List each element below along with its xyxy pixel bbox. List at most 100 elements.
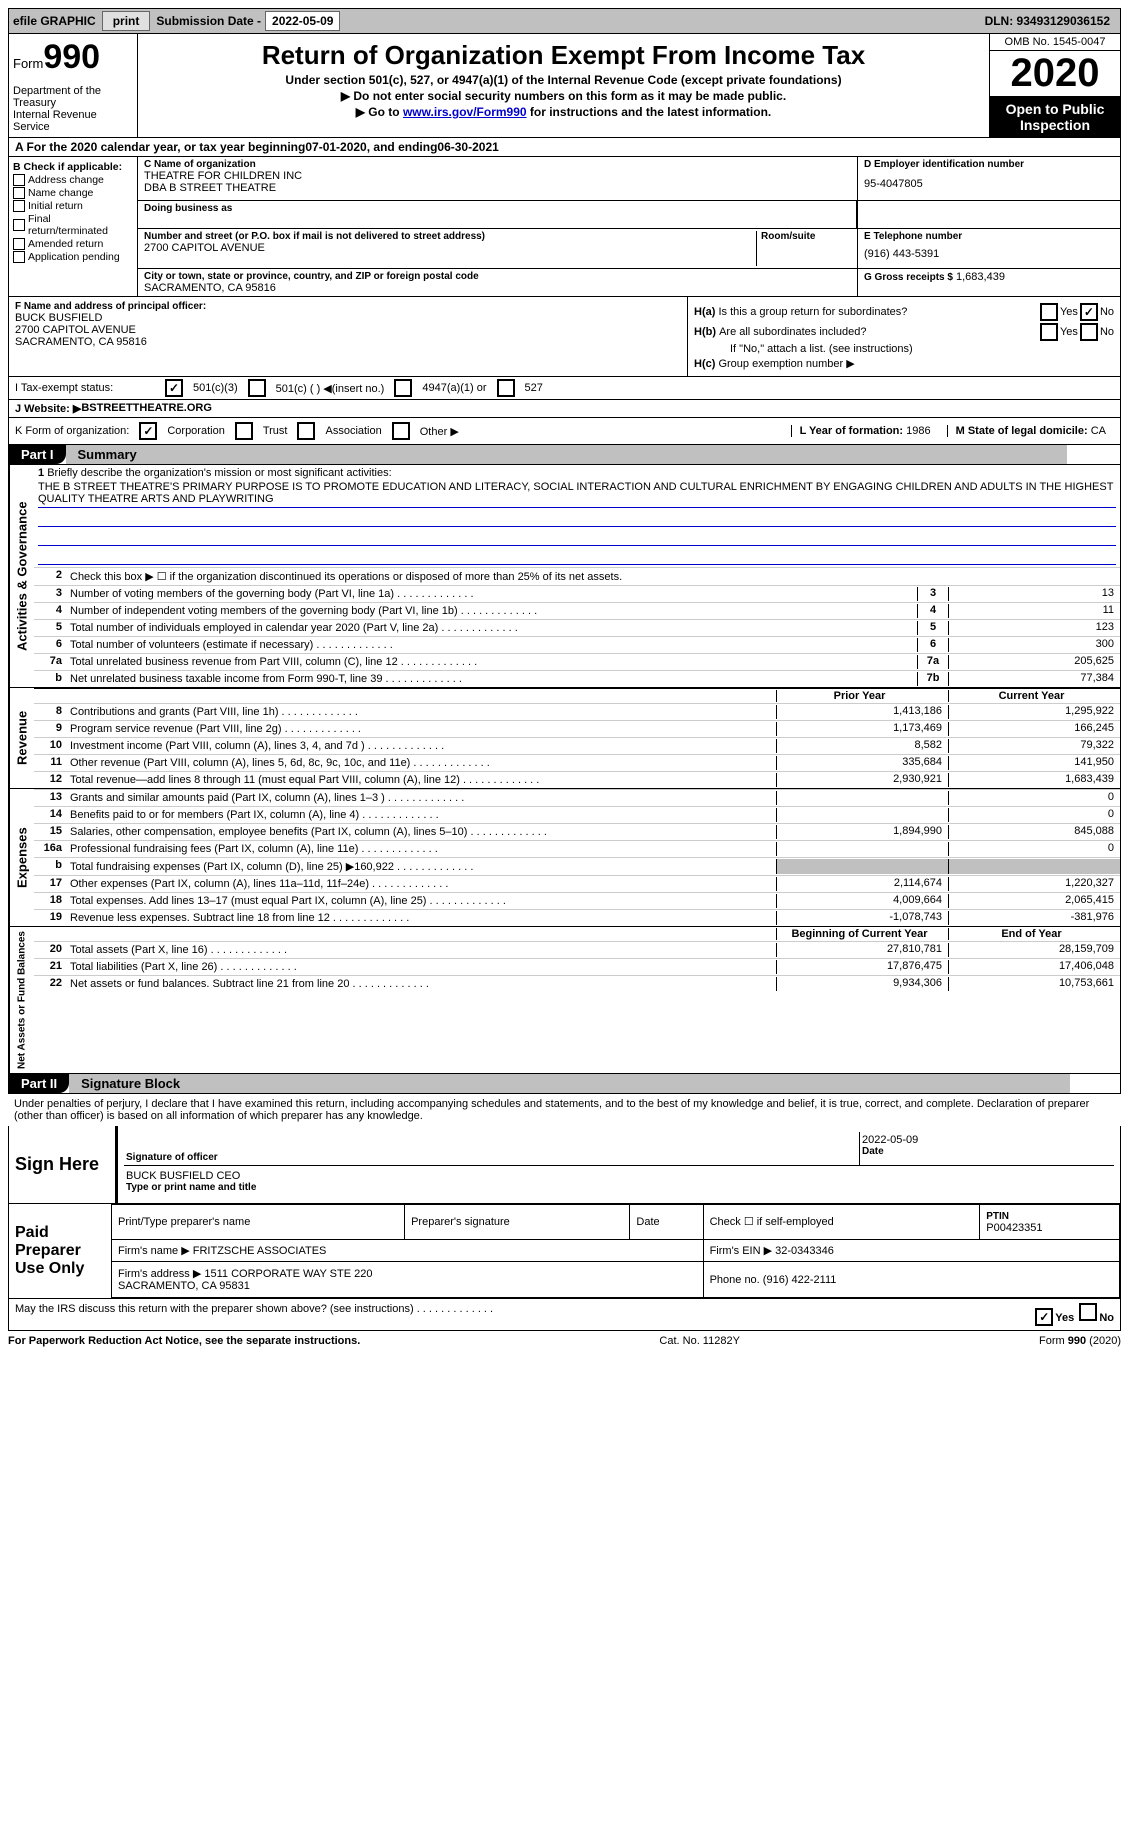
table-row: 4Number of independent voting members of…: [34, 602, 1120, 619]
irs-link[interactable]: www.irs.gov/Form990: [403, 105, 527, 119]
city-cell: City or town, state or province, country…: [138, 269, 858, 296]
gross-cell: G Gross receipts $ 1,683,439: [858, 269, 1120, 296]
gross-value: 1,683,439: [956, 271, 1005, 283]
part2-label: Part II: [9, 1074, 69, 1093]
check-4947[interactable]: [394, 379, 412, 397]
phone-value: (916) 443-5391: [864, 242, 1114, 266]
officer-addr1: 2700 CAPITOL AVENUE: [15, 324, 681, 336]
checkbox-final-return[interactable]: Final return/terminated: [13, 213, 133, 237]
check-other[interactable]: [392, 422, 410, 440]
table-row: 17Other expenses (Part IX, column (A), l…: [34, 875, 1120, 892]
table-row: 21Total liabilities (Part X, line 26)17,…: [34, 958, 1120, 975]
year-formation-value: 1986: [906, 425, 930, 437]
table-row: 6Total number of volunteers (estimate if…: [34, 636, 1120, 653]
table-row: 13Grants and similar amounts paid (Part …: [34, 789, 1120, 806]
check-527[interactable]: [497, 379, 515, 397]
mission-label: Briefly describe the organization's miss…: [47, 467, 391, 479]
officer-name: BUCK BUSFIELD: [15, 312, 681, 324]
period-pre: A For the 2020 calendar year, or tax yea…: [15, 140, 305, 154]
form-org-label: K Form of organization:: [15, 425, 129, 437]
header-right: OMB No. 1545-0047 2020 Open to Public In…: [989, 34, 1120, 137]
part1-title: Summary: [66, 445, 1067, 464]
header-left: Form990 Department of the Treasury Inter…: [9, 34, 138, 137]
footer-right: Form 990 (2020): [1039, 1335, 1121, 1347]
org-name-label: C Name of organization: [144, 159, 851, 170]
checkbox-application-pending[interactable]: Application pending: [13, 251, 133, 263]
tab-expenses: Expenses: [9, 789, 34, 926]
open-public-inspection: Open to Public Inspection: [990, 97, 1120, 137]
period-mid: , and ending: [367, 140, 438, 154]
box-c-wrap: C Name of organization THEATRE FOR CHILD…: [138, 157, 1120, 296]
omb-number: OMB No. 1545-0047: [990, 34, 1120, 51]
city-value: SACRAMENTO, CA 95816: [144, 282, 851, 294]
table-row: 14Benefits paid to or for members (Part …: [34, 806, 1120, 823]
ha-yes-checkbox[interactable]: [1040, 303, 1058, 321]
note-link: ▶ Go to www.irs.gov/Form990 for instruct…: [148, 105, 979, 119]
print-button[interactable]: print: [102, 11, 151, 31]
table-row: 18Total expenses. Add lines 13–17 (must …: [34, 892, 1120, 909]
officer-label: F Name and address of principal officer:: [15, 301, 681, 312]
box-b: B Check if applicable: Address change Na…: [9, 157, 138, 296]
col-current-year: Current Year: [948, 690, 1120, 702]
penalty-statement: Under penalties of perjury, I declare th…: [8, 1094, 1121, 1126]
signature-date-field: 2022-05-09 Date: [859, 1132, 1114, 1165]
footer-mid: Cat. No. 11282Y: [659, 1335, 740, 1347]
part1-bar: Part ISummary: [8, 445, 1121, 465]
table-row: 20Total assets (Part X, line 16)27,810,7…: [34, 941, 1120, 958]
officer-block: F Name and address of principal officer:…: [8, 297, 1121, 377]
officer-addr2: SACRAMENTO, CA 95816: [15, 336, 681, 348]
signature-officer-field[interactable]: Signature of officer: [124, 1132, 859, 1165]
part2-title: Signature Block: [69, 1074, 1070, 1093]
table-row: 16aProfessional fundraising fees (Part I…: [34, 840, 1120, 857]
check-501c3[interactable]: [165, 379, 183, 397]
ein-cell: D Employer identification number 95-4047…: [858, 157, 1120, 200]
self-employed-check[interactable]: Check ☐ if self-employed: [703, 1205, 980, 1240]
check-trust[interactable]: [235, 422, 253, 440]
discuss-yes-checkbox[interactable]: [1035, 1308, 1053, 1326]
check-corporation[interactable]: [139, 422, 157, 440]
ein-label: D Employer identification number: [864, 159, 1114, 170]
hb-yes-checkbox[interactable]: [1040, 323, 1058, 341]
mission-block: 1 Briefly describe the organization's mi…: [34, 465, 1120, 567]
city-label: City or town, state or province, country…: [144, 271, 851, 282]
netassets-section: Net Assets or Fund Balances Beginning of…: [8, 927, 1121, 1074]
col-end-year: End of Year: [948, 928, 1120, 940]
submission-label: Submission Date -: [152, 14, 265, 28]
phone-cell: E Telephone number (916) 443-5391: [858, 229, 1120, 268]
checkbox-initial-return[interactable]: Initial return: [13, 200, 133, 212]
table-row: 5Total number of individuals employed in…: [34, 619, 1120, 636]
prep-sig-label: Preparer's signature: [405, 1205, 630, 1240]
table-row: 3Number of voting members of the governi…: [34, 585, 1120, 602]
table-row: bTotal fundraising expenses (Part IX, co…: [34, 857, 1120, 875]
check-association[interactable]: [297, 422, 315, 440]
hb-no-checkbox[interactable]: [1080, 323, 1098, 341]
entity-block: B Check if applicable: Address change Na…: [8, 157, 1121, 297]
expenses-section: Expenses 13Grants and similar amounts pa…: [8, 789, 1121, 927]
checkbox-amended-return[interactable]: Amended return: [13, 238, 133, 250]
table-row: 12Total revenue—add lines 8 through 11 (…: [34, 771, 1120, 788]
footer-left: For Paperwork Reduction Act Notice, see …: [8, 1335, 360, 1347]
box-f: F Name and address of principal officer:…: [9, 297, 688, 376]
ptin-value: P00423351: [986, 1222, 1042, 1234]
discuss-no-checkbox[interactable]: [1079, 1303, 1097, 1321]
prep-date-label: Date: [630, 1205, 703, 1240]
dept-label: Department of the Treasury Internal Reve…: [13, 85, 133, 133]
tax-status-label: I Tax-exempt status:: [15, 382, 155, 394]
checkbox-address-change[interactable]: Address change: [13, 174, 133, 186]
checkbox-name-change[interactable]: Name change: [13, 187, 133, 199]
line-2: Check this box ▶ ☐ if the organization d…: [68, 569, 1120, 584]
year-formation-label: L Year of formation:: [800, 425, 904, 437]
dba-cell: Doing business as: [138, 201, 857, 228]
form-title: Return of Organization Exempt From Incom…: [148, 40, 979, 71]
header-mid: Return of Organization Exempt From Incom…: [138, 34, 989, 137]
submission-date: 2022-05-09: [265, 11, 340, 31]
check-501c[interactable]: [248, 379, 266, 397]
paid-preparer-label: Paid Preparer Use Only: [9, 1204, 111, 1298]
table-row: 10Investment income (Part VIII, column (…: [34, 737, 1120, 754]
table-row: bNet unrelated business taxable income f…: [34, 670, 1120, 687]
ha-no-checkbox[interactable]: [1080, 303, 1098, 321]
tab-revenue: Revenue: [9, 688, 34, 788]
form-number: Form990: [13, 38, 133, 77]
dba-value: [144, 214, 850, 226]
hc-question: Group exemption number ▶: [718, 357, 854, 370]
